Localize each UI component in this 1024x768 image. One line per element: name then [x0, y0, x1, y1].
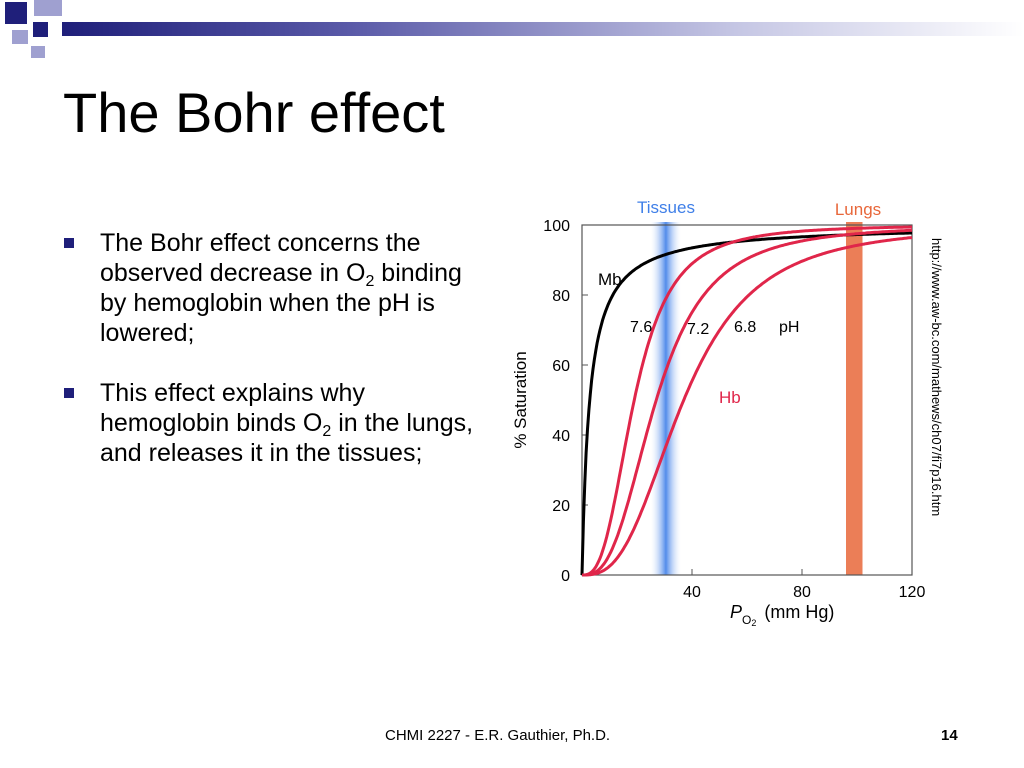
x-axis-label-p: P [730, 602, 742, 622]
ph-label: pH [779, 319, 799, 336]
ph-label-7-6: 7.6 [630, 319, 652, 336]
x-tick-label: 120 [899, 584, 926, 601]
bullet-text: in the lungs, and releases it in the tis… [100, 409, 474, 467]
plot-frame [581, 224, 913, 576]
series-line-6-8 [582, 236, 913, 577]
ph-label-6-8: 6.8 [734, 319, 756, 336]
y-tick-label: 60 [552, 358, 570, 375]
hb-label: Hb [719, 388, 741, 407]
deco-square [5, 2, 27, 24]
subscript: 2 [322, 423, 332, 440]
series-line-7-2 [582, 228, 913, 577]
bullet-text: binding by hemoglobin when the pH is low… [100, 259, 462, 347]
subscript: 2 [365, 273, 375, 290]
y-tick-label: 40 [552, 428, 570, 445]
x-tick-label: 80 [793, 584, 811, 601]
page-number: 14 [941, 727, 958, 744]
ph-label-7-2: 7.2 [687, 321, 709, 338]
deco-square [12, 30, 28, 44]
deco-square [31, 46, 45, 58]
x-tick-label: 40 [683, 584, 701, 601]
deco-square [34, 0, 62, 16]
y-tick-label: 80 [552, 288, 570, 305]
band-label-tissues: Tissues [637, 198, 695, 217]
series-layer [580, 225, 913, 577]
header-gradient-bar [62, 22, 1024, 36]
source-url: http://www.aw-bc.com/mathews/ch07/fi7p16… [929, 238, 944, 517]
y-tick-label: 0 [561, 568, 570, 585]
series-line-7-6 [582, 225, 912, 577]
x-axis-label-sub2: 2 [751, 618, 756, 628]
x-axis-label-units: (mm Hg) [764, 602, 834, 622]
mb-curve-label: Mb [598, 270, 622, 289]
bohr-effect-chart: 0 20 40 60 80 100 40 80 120 Tissues Lungs Mb 7.6… [511, 198, 925, 628]
slide-title: The Bohr effect [63, 81, 445, 144]
y-axis-label: % Saturation [511, 351, 530, 448]
band-label-lungs: Lungs [835, 200, 881, 219]
x-axis-label: PO2 (mm Hg) [730, 602, 834, 628]
tick-layer: 0 20 40 60 80 100 40 80 120 [543, 218, 925, 601]
bullet-text: This effect explains why hemoglobin bind… [100, 379, 365, 437]
y-tick-label: 100 [543, 218, 570, 235]
bullet-item: The Bohr effect concerns the observed de… [62, 228, 482, 348]
bullet-item: This effect explains why hemoglobin bind… [62, 378, 482, 468]
bullet-square-icon [64, 238, 74, 248]
bullet-square-icon [64, 388, 74, 398]
bullet-text: The Bohr effect concerns the observed de… [100, 229, 421, 287]
y-tick-label: 20 [552, 498, 570, 515]
corner-decoration [0, 0, 80, 70]
x-axis-label-sub: O [742, 613, 751, 627]
band-lungs [846, 222, 863, 575]
deco-square [33, 22, 48, 37]
bullet-list: The Bohr effect concerns the observed de… [62, 228, 482, 498]
footer-text: CHMI 2227 - E.R. Gauthier, Ph.D. [385, 727, 611, 744]
